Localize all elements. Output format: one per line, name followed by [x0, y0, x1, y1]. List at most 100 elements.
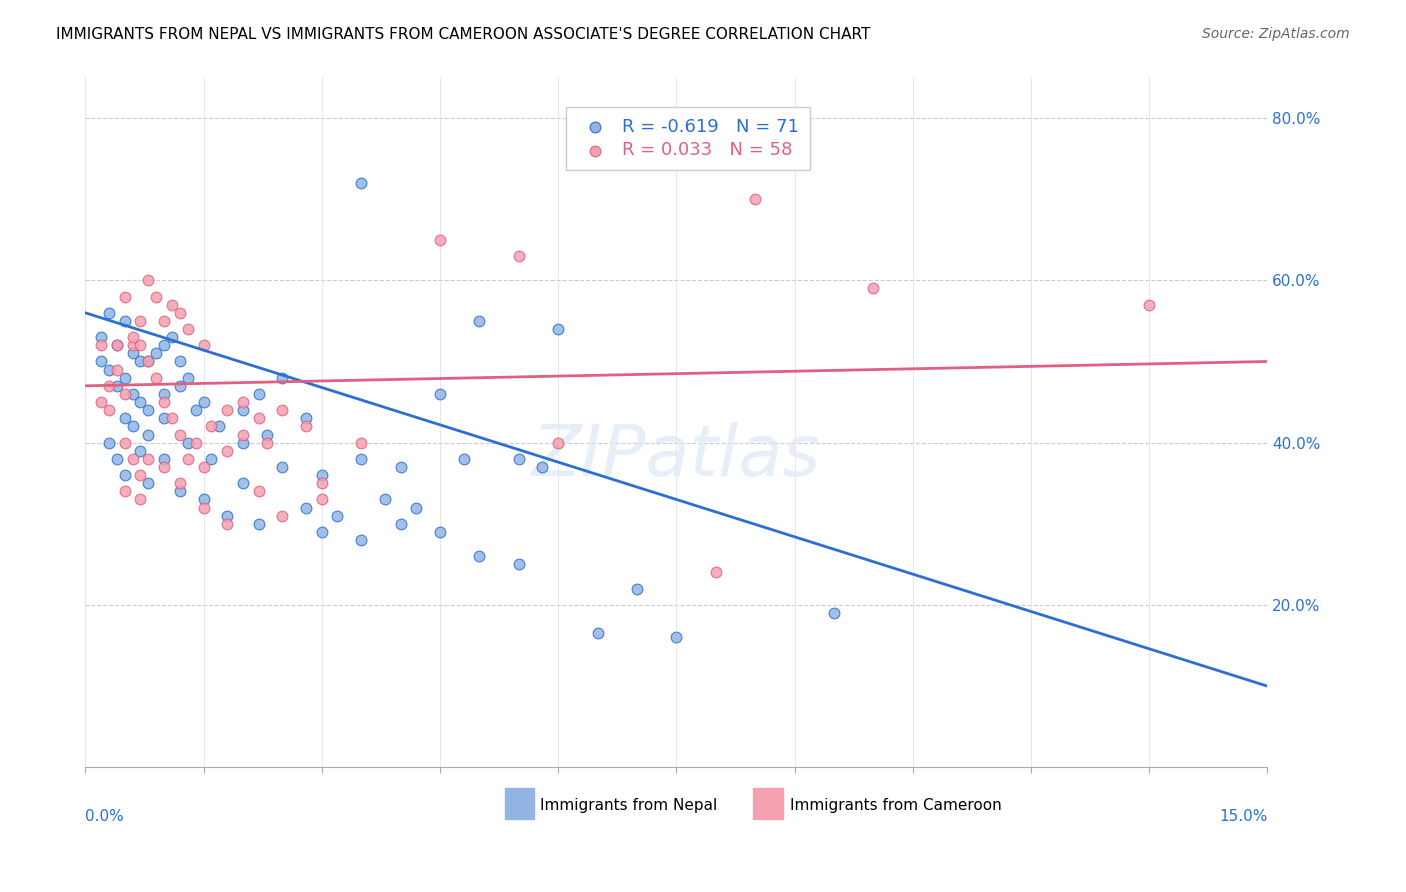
Point — [121, 419, 143, 434]
Point — [153, 395, 176, 409]
Point — [145, 370, 167, 384]
Point — [389, 516, 412, 531]
Point — [232, 395, 254, 409]
Point — [405, 500, 427, 515]
Point — [295, 411, 318, 425]
Point — [105, 451, 128, 466]
Point — [271, 370, 294, 384]
Point — [160, 298, 183, 312]
Point — [138, 354, 160, 368]
Point — [138, 354, 160, 368]
Text: 15.0%: 15.0% — [1219, 809, 1267, 823]
Point — [626, 582, 648, 596]
Point — [121, 330, 143, 344]
Point — [429, 233, 451, 247]
Point — [90, 354, 112, 368]
Point — [247, 387, 270, 401]
Point — [374, 492, 396, 507]
Point — [389, 460, 412, 475]
Point — [665, 631, 688, 645]
Point — [193, 492, 215, 507]
Point — [105, 338, 128, 352]
Point — [129, 314, 152, 328]
Point — [105, 362, 128, 376]
Point — [121, 346, 143, 360]
Point — [169, 306, 191, 320]
Point — [169, 427, 191, 442]
Point — [295, 500, 318, 515]
Point — [193, 500, 215, 515]
Point — [468, 314, 491, 328]
Point — [114, 435, 136, 450]
Point — [177, 435, 200, 450]
Point — [232, 427, 254, 442]
Point — [169, 354, 191, 368]
Point — [547, 322, 569, 336]
Point — [97, 379, 120, 393]
Point — [90, 395, 112, 409]
Point — [200, 451, 222, 466]
Point — [145, 289, 167, 303]
Point — [114, 370, 136, 384]
Point — [129, 468, 152, 483]
Point — [429, 387, 451, 401]
Point — [247, 411, 270, 425]
Point — [114, 484, 136, 499]
Point — [160, 411, 183, 425]
Point — [862, 281, 884, 295]
Point — [271, 403, 294, 417]
Point — [97, 362, 120, 376]
Point — [193, 395, 215, 409]
Point — [97, 435, 120, 450]
Point — [468, 549, 491, 564]
Point — [177, 322, 200, 336]
Point — [200, 419, 222, 434]
Point — [271, 460, 294, 475]
Point — [114, 468, 136, 483]
Text: Immigrants from Cameroon: Immigrants from Cameroon — [790, 797, 1001, 813]
Bar — [505, 788, 534, 819]
Point — [114, 387, 136, 401]
Point — [256, 435, 278, 450]
Point — [153, 314, 176, 328]
Point — [138, 273, 160, 287]
Point — [138, 451, 160, 466]
Point — [153, 460, 176, 475]
Point — [105, 338, 128, 352]
Point — [105, 379, 128, 393]
Bar — [754, 788, 783, 819]
Point — [177, 370, 200, 384]
Point — [350, 451, 373, 466]
Point — [114, 289, 136, 303]
Point — [217, 516, 239, 531]
Point — [114, 314, 136, 328]
Point — [153, 411, 176, 425]
Point — [138, 427, 160, 442]
Point — [153, 338, 176, 352]
Point — [129, 492, 152, 507]
Point — [295, 419, 318, 434]
Point — [129, 354, 152, 368]
Point — [208, 419, 231, 434]
Text: ZIPatlas: ZIPatlas — [531, 422, 821, 491]
Point — [193, 338, 215, 352]
Point — [114, 411, 136, 425]
Point — [232, 435, 254, 450]
Text: Immigrants from Nepal: Immigrants from Nepal — [540, 797, 717, 813]
Point — [547, 435, 569, 450]
Text: IMMIGRANTS FROM NEPAL VS IMMIGRANTS FROM CAMEROON ASSOCIATE'S DEGREE CORRELATION: IMMIGRANTS FROM NEPAL VS IMMIGRANTS FROM… — [56, 27, 870, 42]
Point — [145, 346, 167, 360]
Point — [160, 330, 183, 344]
Point — [121, 387, 143, 401]
Point — [311, 476, 333, 491]
Point — [129, 338, 152, 352]
Text: Source: ZipAtlas.com: Source: ZipAtlas.com — [1202, 27, 1350, 41]
Point — [744, 192, 766, 206]
Point — [90, 338, 112, 352]
Point — [704, 566, 727, 580]
Point — [97, 306, 120, 320]
Point — [247, 484, 270, 499]
Point — [586, 626, 609, 640]
Point — [823, 606, 845, 620]
Point — [184, 435, 207, 450]
